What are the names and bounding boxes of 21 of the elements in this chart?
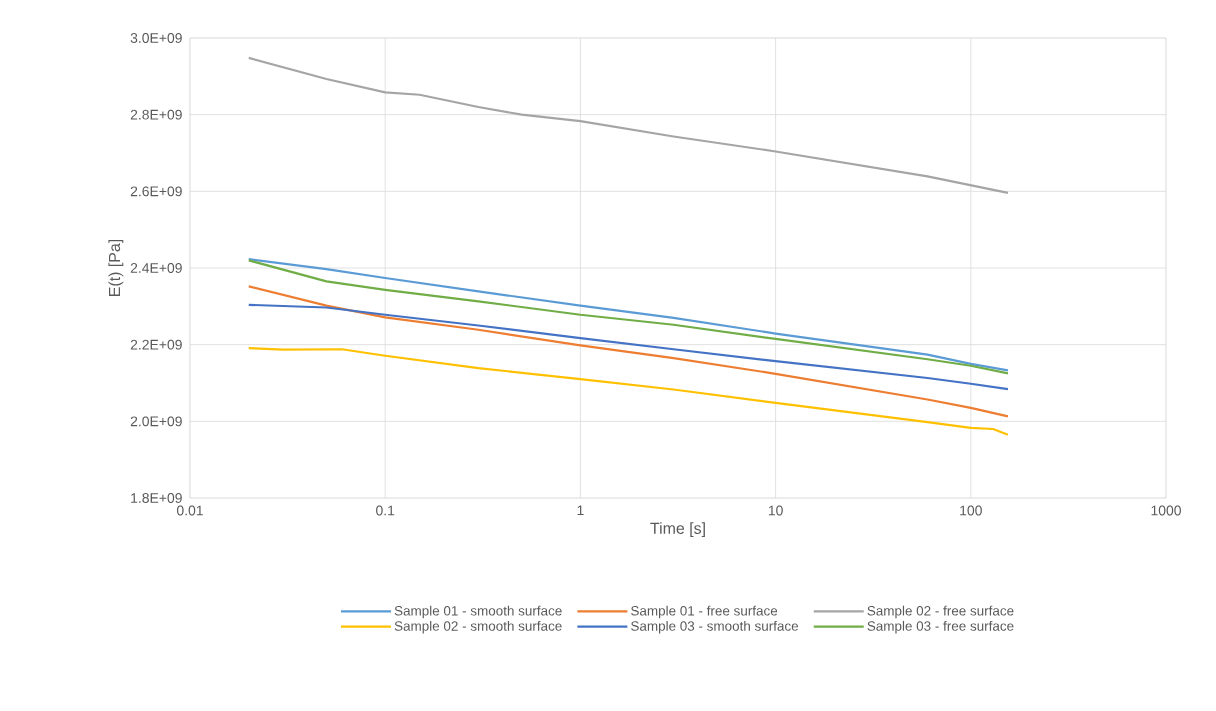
x-tick-label: 1000 (1151, 505, 1181, 516)
legend-label: Sample 01 - free surface (631, 605, 778, 619)
y-tick-label: 1.8E+09 (131, 493, 182, 503)
legend-label: Sample 03 - smooth surface (631, 620, 799, 634)
y-tick-label: 2.2E+09 (130, 339, 182, 350)
legend-label: Sample 02 - smooth surface (394, 620, 562, 634)
x-tick-label: 100 (960, 505, 982, 516)
y-tick-label: 2.6E+09 (130, 186, 182, 197)
y-axis-title: E(t) [Pa] (108, 239, 124, 296)
x-tick-label: 10 (768, 505, 783, 516)
y-tick-label: 2.8E+09 (130, 109, 182, 120)
x-tick-label: 1 (577, 505, 584, 516)
x-axis-title: Time [s] (650, 522, 705, 538)
y-tick-label: 2.0E+09 (130, 416, 182, 427)
y-tick-label: 2.4E+09 (130, 263, 182, 273)
legend-label: Sample 02 - free surface (867, 605, 1014, 619)
x-tick-label: 0.1 (376, 505, 395, 516)
y-tick-label: 3.0E+09 (130, 33, 182, 43)
legend-label: Sample 03 - free surface (867, 620, 1014, 634)
legend-label: Sample 01 - smooth surface (394, 605, 562, 619)
x-tick-label: 0.01 (176, 505, 203, 516)
